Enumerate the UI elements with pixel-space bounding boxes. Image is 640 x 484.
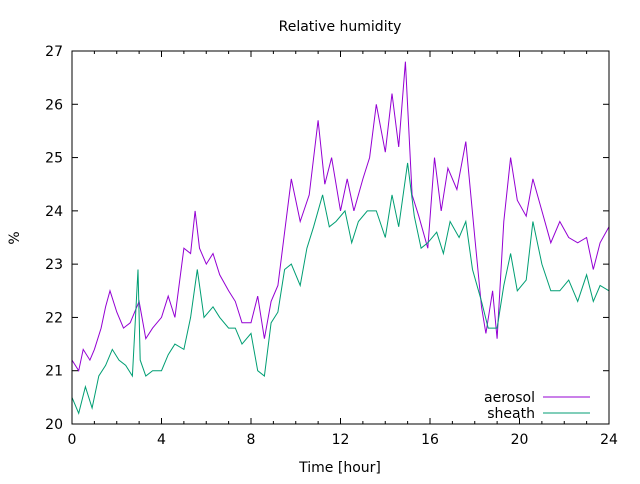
legend-label-sheath: sheath: [487, 406, 535, 422]
x-tick-label: 12: [332, 432, 350, 448]
y-tick-label: 26: [45, 97, 63, 113]
y-tick-label: 21: [45, 364, 63, 380]
series-layer: [71, 61, 610, 415]
x-tick-label: 24: [600, 432, 618, 448]
y-tick-label: 20: [45, 417, 63, 433]
x-tick-label: 16: [421, 432, 439, 448]
x-tick-label: 4: [157, 432, 166, 448]
chart-title: Relative humidity: [279, 19, 402, 35]
x-tick-label: 0: [68, 432, 77, 448]
x-tick-label: 8: [247, 432, 256, 448]
y-axis-label: %: [7, 231, 23, 244]
ticks-layer: 0 4 8 12 16 20 24 20 21 22 23 24 25 26 27: [45, 44, 618, 448]
plot-frame: [71, 50, 610, 425]
y-tick-label: 24: [45, 204, 63, 220]
series-line-sheath: [71, 162, 610, 415]
x-axis-label: Time [hour]: [298, 460, 381, 476]
y-tick-label: 22: [45, 310, 63, 326]
y-tick-label: 27: [45, 44, 63, 60]
series-line-aerosol: [71, 61, 610, 373]
legend-label-aerosol: aerosol: [484, 390, 535, 406]
y-tick-label: 23: [45, 257, 63, 273]
x-tick-label: 20: [511, 432, 529, 448]
y-tick-label: 25: [45, 151, 63, 167]
